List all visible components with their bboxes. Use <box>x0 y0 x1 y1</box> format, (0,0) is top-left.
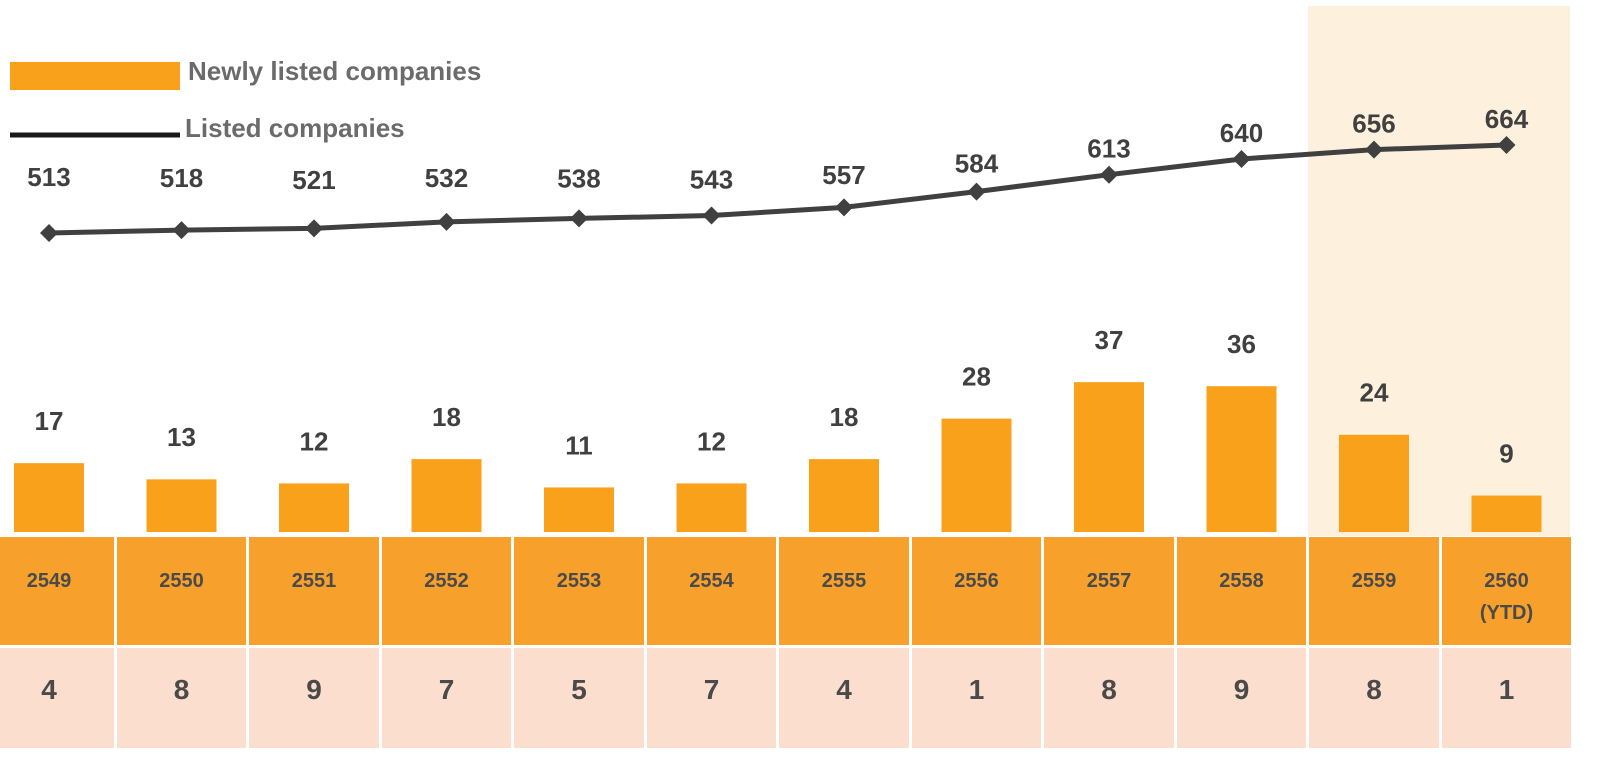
category-cell: 2558 <box>1176 537 1307 645</box>
category-cell: 2553 <box>514 537 644 645</box>
bar <box>411 459 482 532</box>
bottom-row-cell: 4 <box>779 648 909 748</box>
line-marker <box>570 209 588 228</box>
category-cell: 2549 <box>0 537 114 645</box>
bar <box>1206 386 1277 532</box>
line-value-label: 584 <box>955 148 999 178</box>
bar-value-label: 37 <box>1095 325 1124 355</box>
line-marker <box>305 219 323 238</box>
category-cell: 2552 <box>381 537 512 645</box>
line-value-label: 521 <box>292 165 335 195</box>
bottom-row-cell: 7 <box>381 648 512 748</box>
bar-value-label: 24 <box>1360 378 1389 408</box>
line-value-label: 557 <box>822 160 865 190</box>
line-marker <box>1232 149 1251 168</box>
bar-value-label: 17 <box>35 406 64 436</box>
bar <box>544 487 614 532</box>
category-cell: 2556 <box>911 537 1042 645</box>
line-value-label: 664 <box>1485 104 1529 134</box>
bottom-row-cell: 8 <box>1044 648 1174 748</box>
bar-value-label: 18 <box>432 402 461 432</box>
bar-value-label: 28 <box>962 361 991 391</box>
line-value-label: 513 <box>27 162 70 192</box>
bar-value-label: 9 <box>1499 438 1513 468</box>
bar <box>809 459 879 532</box>
bottom-row-cell: 7 <box>646 648 777 748</box>
category-cell: 2554 <box>646 537 777 645</box>
bottom-row-cell: 5 <box>514 648 644 748</box>
bottom-row-cell: 9 <box>1176 648 1307 748</box>
category-cell: 2559 <box>1309 537 1439 645</box>
line-marker <box>1497 135 1516 154</box>
legend-label: Newly listed companies <box>188 56 481 86</box>
category-cell: 2551 <box>249 537 379 645</box>
bottom-row-cell: 1 <box>1441 648 1572 748</box>
category-cell: 2557 <box>1044 537 1174 645</box>
line-value-label: 543 <box>690 164 733 194</box>
line-marker <box>40 224 58 242</box>
line-marker <box>1365 140 1383 159</box>
bar <box>676 483 747 532</box>
line-marker <box>172 221 191 240</box>
bar <box>14 463 84 532</box>
bar <box>1471 495 1542 532</box>
line-marker <box>437 212 456 231</box>
category-cell: 2550 <box>116 537 247 645</box>
line <box>48 142 1507 236</box>
bar-value-label: 18 <box>830 402 859 432</box>
bar-value-label: 11 <box>565 430 593 460</box>
line-marker <box>967 182 986 201</box>
bar <box>279 483 349 532</box>
line-value-label: 656 <box>1352 109 1395 139</box>
bar-value-label: 12 <box>300 426 329 456</box>
bar <box>1074 382 1144 532</box>
line-value-label: 538 <box>557 163 600 193</box>
line-value-label: 640 <box>1220 118 1263 148</box>
bar <box>941 418 1012 532</box>
bar <box>1339 434 1409 532</box>
bottom-row-cell: 9 <box>249 648 379 748</box>
line-marker <box>702 206 721 225</box>
bottom-row-cell: 4 <box>0 648 114 748</box>
line-marker <box>1100 165 1118 184</box>
bar <box>146 479 217 532</box>
category-cell: 2560 (YTD) <box>1441 537 1572 645</box>
bar-value-label: 13 <box>167 422 196 452</box>
bar-value-label: 12 <box>697 426 726 456</box>
bottom-row-cell: 1 <box>911 648 1042 748</box>
line-value-label: 518 <box>160 163 203 193</box>
category-cell: 2555 <box>779 537 909 645</box>
legend-swatch-bar <box>10 62 180 90</box>
line-value-label: 613 <box>1087 134 1130 164</box>
line-value-label: 532 <box>425 163 468 193</box>
bar-value-label: 36 <box>1227 329 1256 359</box>
bottom-row-cell: 8 <box>1309 648 1439 748</box>
legend-label: Listed companies <box>185 113 405 143</box>
bottom-row-cell: 8 <box>116 648 247 748</box>
line-marker <box>835 198 853 217</box>
